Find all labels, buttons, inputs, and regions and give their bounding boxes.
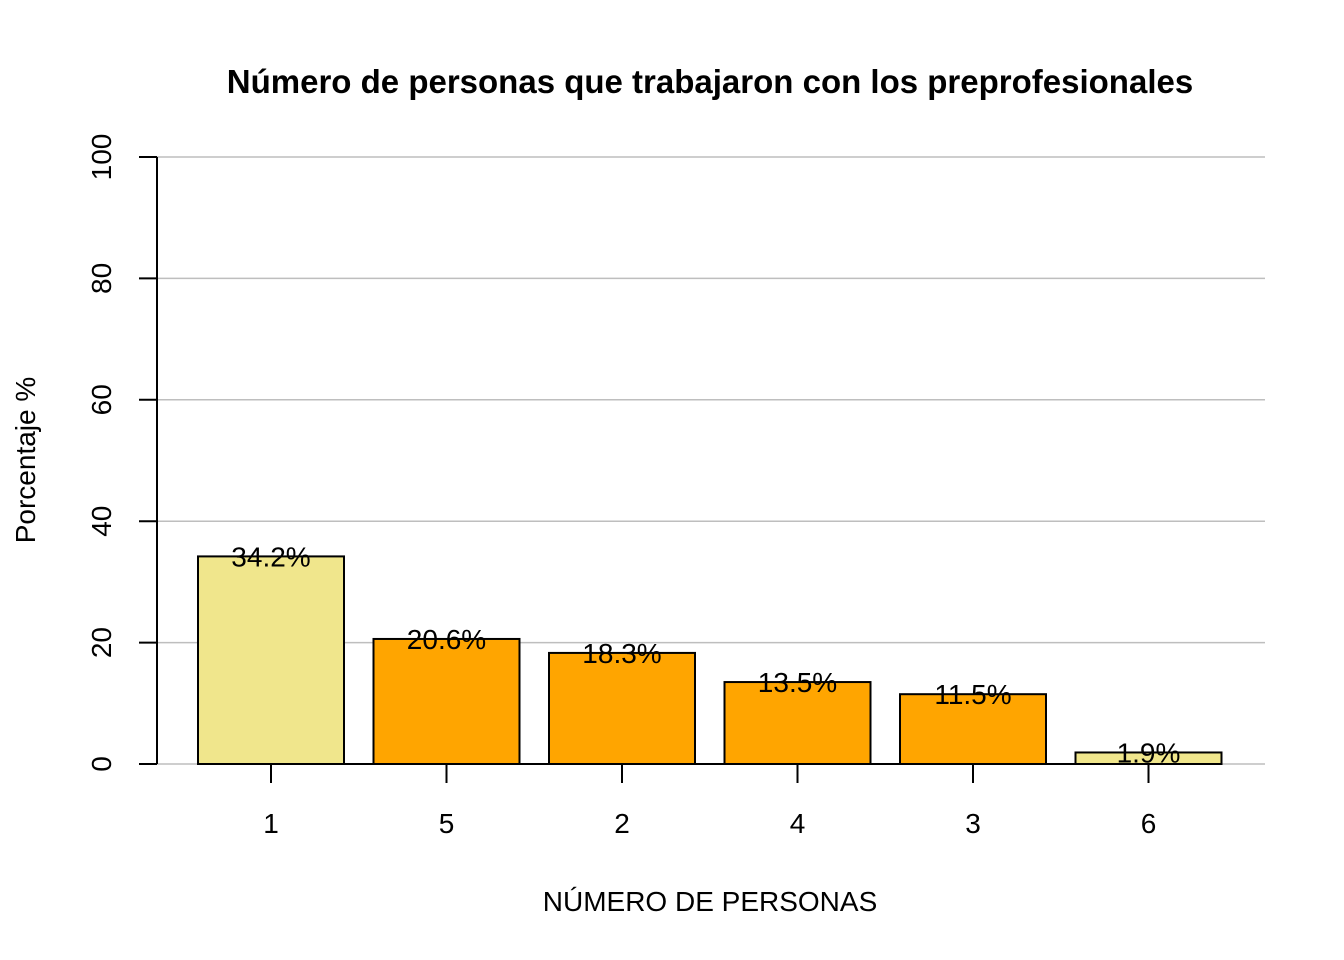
x-tick-label: 1 (263, 808, 279, 839)
x-tick-label: 4 (790, 808, 806, 839)
data-label: 18.3% (582, 638, 661, 669)
bar-5 (372, 637, 521, 766)
data-label: 20.6% (407, 624, 486, 655)
x-tick-label: 6 (1141, 808, 1157, 839)
data-label: 13.5% (758, 667, 837, 698)
x-axis-label: NÚMERO DE PERSONAS (543, 886, 878, 917)
bar-2 (548, 651, 696, 766)
x-tick-label: 5 (439, 808, 455, 839)
y-tick-label: 100 (86, 134, 117, 181)
y-axis-label: Porcentaje % (10, 377, 41, 544)
y-axis: 0 20 40 60 80 100 (86, 134, 158, 772)
x-axis: 1 5 2 4 3 6 (263, 763, 1157, 839)
data-label: 34.2% (231, 541, 310, 572)
y-tick-label: 80 (86, 263, 117, 294)
bars (197, 555, 1223, 766)
bar-3 (899, 693, 1047, 766)
data-label: 11.5% (934, 679, 1011, 710)
x-tick-label: 3 (965, 808, 981, 839)
y-tick-label: 0 (86, 756, 117, 772)
chart-title: Número de personas que trabajaron con lo… (227, 63, 1193, 100)
data-label: 1.9% (1117, 737, 1181, 768)
y-tick-label: 40 (86, 506, 117, 537)
y-tick-label: 60 (86, 384, 117, 415)
y-tick-label: 20 (86, 627, 117, 658)
bar-1 (197, 555, 345, 765)
data-labels: 34.2% 20.6% 18.3% 13.5% 11.5% 1.9% (231, 541, 1180, 768)
x-tick-label: 2 (614, 808, 630, 839)
